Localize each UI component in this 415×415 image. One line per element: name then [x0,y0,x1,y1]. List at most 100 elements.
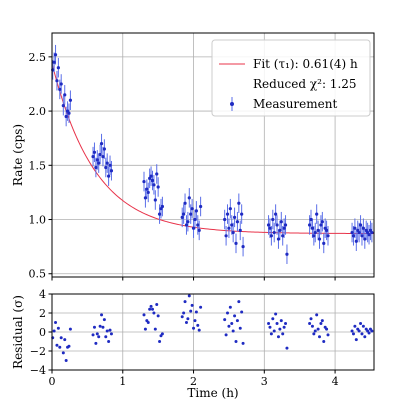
measurement-point [235,220,240,224]
measurement-point [184,223,189,227]
main-axes-frame [51,32,375,278]
residual-point [153,327,157,331]
main-xticks [51,277,336,281]
measurement-point [97,161,101,165]
measurement-point [191,226,196,230]
measurement-point [68,98,72,102]
measurement-point [322,241,326,245]
residual-point [100,313,104,317]
residual-point [104,335,108,339]
residual-point [272,329,276,333]
x-tick-label: 2 [190,375,197,388]
measurement-point [146,190,150,195]
residual-point [238,326,242,330]
residual-point [284,321,288,325]
residual-point [142,313,146,317]
residual-point [230,321,234,325]
measurement-point [197,228,201,232]
residual-point [235,319,239,323]
residual-point [370,329,374,333]
measurement-point [238,228,242,232]
residual-point [308,321,312,325]
residual-point [285,346,289,350]
measurement-point [225,212,230,216]
measurement-point [268,226,272,230]
measurement-point [361,226,365,230]
main-points [51,53,374,256]
residual-point [64,359,68,362]
y-tick-label: 0.5 [29,268,47,281]
residual-point [193,319,197,323]
residual-point [269,332,273,336]
residual-point [67,344,71,348]
residual-point [196,323,200,327]
residual-point [234,340,238,343]
measurement-point [193,217,197,222]
x-tick-label: 4 [332,375,339,388]
residual-point [58,345,62,349]
measurement-point [150,178,155,183]
residual-point [149,304,153,308]
measurement-point [182,212,186,216]
residual-point [325,327,329,331]
measurement-point [53,53,58,57]
residual-xticks: 0 1 2 3 4 [49,370,339,388]
residual-point [350,329,354,333]
measurement-point [107,174,111,178]
measurement-point [234,241,238,245]
measurement-point [367,233,371,237]
residual-point [319,321,323,325]
measurement-point [105,161,109,165]
measurement-point [313,230,317,235]
measurement-point [228,207,232,211]
measurement-point [55,79,59,83]
residual-panel: −4 −2 0 2 4 0 1 2 3 4 Residual (σ) Time (h) [11,288,375,400]
residual-point [108,328,112,332]
measurement-point [353,226,357,230]
main-yticks: 0.5 1.0 1.5 2.0 2.5 [29,51,52,281]
residual-point [192,326,196,330]
residual-point [353,324,357,328]
measurement-point [276,237,281,241]
measurement-point [240,212,244,216]
measurement-point [196,223,200,227]
measurement-point [326,234,330,238]
measurement-point [278,228,282,232]
measurement-point [194,209,198,213]
residual-point [194,310,198,314]
residual-point [315,313,319,317]
residual-point [94,341,98,345]
residual-point [180,315,184,319]
y-tick-label: −4 [30,364,46,377]
y-tick-label: 2.0 [29,105,47,118]
residual-point [102,318,106,322]
measurement-point [98,152,102,157]
residual-point [326,333,330,337]
measurement-point [101,155,105,159]
residual-point [146,321,150,324]
residual-point [189,309,193,313]
residual-point [309,317,313,321]
y-tick-label: 0 [39,326,46,339]
measurement-point [279,220,283,224]
measurement-point [160,204,164,209]
residual-point [268,325,272,329]
residual-point [155,302,159,306]
measurement-point [157,212,162,216]
residual-point [190,303,194,307]
measurement-point [281,234,285,238]
legend-box [211,39,371,117]
residual-point [152,311,156,315]
measurement-point [52,60,56,64]
residual-point [281,332,285,336]
residual-point [240,310,244,314]
measurement-point [223,217,227,222]
residual-point [223,318,227,322]
residual-point [224,333,228,337]
residual-grid [51,293,374,371]
residual-point [275,321,279,325]
measurement-point [320,220,324,224]
residual-point [184,321,188,324]
y-tick-label: 4 [39,288,46,301]
measurement-point [187,196,191,200]
